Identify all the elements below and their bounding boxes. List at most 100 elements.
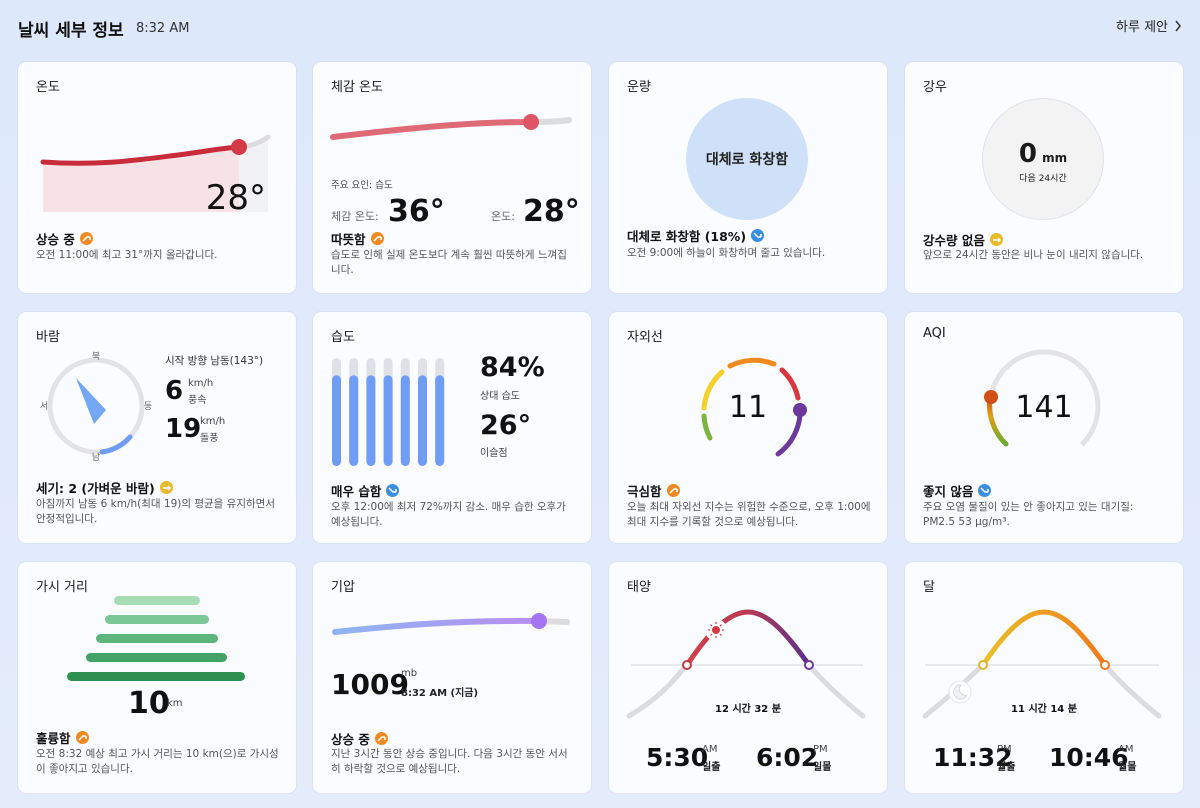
visibility-unit: km <box>167 698 183 709</box>
trend-steady-icon <box>989 233 1003 246</box>
sun-duration: 12 시간 32 분 <box>715 702 781 715</box>
humidity-bar <box>332 375 341 466</box>
status-text: 훌륭함 <box>36 731 71 746</box>
feels-like-card[interactable]: 체감 온도 주요 요인: 습도 체감 온도: 36° 온도: 28° 따뜻함 습… <box>313 62 591 293</box>
wind-card[interactable]: 바람 북 남 서 동 시작 방향 남동(143°) 6 km/h 풍속 19 k… <box>18 312 296 543</box>
uv-card[interactable]: 자외선 11 극심함 오늘 최대 자외선 지수는 위험한 수준으로, 오후 1:… <box>609 312 887 543</box>
visibility-value: 10 <box>128 686 170 721</box>
pressure-value: 1009 <box>331 668 409 701</box>
sunset-label: 일몰 <box>813 762 832 773</box>
trend-up-icon <box>79 232 93 245</box>
precipitation-sub: 다음 24시간 <box>1019 174 1067 184</box>
pressure-unit: mb <box>401 668 418 679</box>
feels-label: 체감 온도: <box>331 210 379 223</box>
moonrise-ampm: PM <box>997 744 1012 755</box>
moonset-ampm: AM <box>1118 744 1134 755</box>
temp-label: 온도: <box>491 210 515 223</box>
card-title: 운량 <box>627 80 651 95</box>
description: 앞으로 24시간 동안은 비나 눈이 내리지 않습니다. <box>923 249 1144 261</box>
compass-west: 서 <box>40 401 48 412</box>
precipitation-unit: mm <box>1042 151 1068 165</box>
trend-down-icon <box>751 229 765 242</box>
aqi-value: 141 <box>1015 390 1073 425</box>
description: 오늘 최대 자외선 지수는 위험한 수준으로, 오후 1:00에 최대 지수를 … <box>627 501 871 528</box>
compass-south: 남 <box>92 452 100 463</box>
pressure-slider <box>332 613 570 635</box>
chevron-right-icon <box>1175 20 1181 31</box>
card-title: 강우 <box>923 80 947 95</box>
humidity-bar <box>383 375 393 466</box>
precipitation-value: 0 <box>1018 139 1037 169</box>
pressure-card[interactable]: 기압 1009 mb 8:32 AM (지금) 상승 중 지난 3시간 동안 상… <box>313 562 591 793</box>
card-title: 자외선 <box>627 330 663 345</box>
humidity-card[interactable]: 습도 84% 상대 습도 26° 이슬점 매우 습함 오후 12:00에 최저 … <box>313 312 591 543</box>
status-text: 강수량 없음 <box>923 233 985 248</box>
humidity-bar <box>366 375 376 466</box>
moonrise-label: 월출 <box>997 762 1016 773</box>
status-label: 상승 중 <box>36 229 93 248</box>
sunset-time: 6:02 <box>756 743 819 772</box>
card-title: 온도 <box>36 80 60 95</box>
status-label: 강수량 없음 <box>923 230 1003 249</box>
wind-speed-value: 6 <box>165 376 184 406</box>
card-title: 가시 거리 <box>36 580 88 595</box>
feels-value: 36° <box>388 194 445 229</box>
day-suggestion-link[interactable]: 하루 제안 <box>1116 16 1182 35</box>
wind-compass: 북 남 서 동 <box>40 351 152 463</box>
trend-up-icon <box>374 732 388 745</box>
trend-up-icon <box>370 232 384 245</box>
trend-down-icon <box>386 484 400 497</box>
page-title: 날씨 세부 정보 <box>18 21 124 41</box>
status-text: 매우 습함 <box>331 484 382 499</box>
trend-up-icon <box>75 731 89 744</box>
moon-card[interactable]: 달 11 시간 14 분 11:32 PM 월출 10:46 AM 월몰 <box>905 562 1183 793</box>
uv-value: 11 <box>728 390 768 425</box>
compass-north: 북 <box>92 351 100 362</box>
aqi-card[interactable]: AQI 141 좋지 않음 주요 오염 물질이 있는 안 좋아지고 있는 대기질… <box>905 312 1183 543</box>
moon-arc: 11 시간 14 분 <box>922 609 1162 719</box>
temperature-card[interactable]: 온도 28° 상승 중 오전 11:00에 최고 31°까지 올라갑니다. <box>18 62 296 293</box>
humidity-bars <box>332 358 445 466</box>
description: 주요 오염 물질이 있는 안 좋아지고 있는 대기질: PM2.5 53 μg/… <box>923 501 1134 528</box>
precipitation-circle: 0 mm 다음 24시간 <box>982 98 1104 220</box>
day-suggestion-label: 하루 제안 <box>1116 20 1168 35</box>
description: 오전 8:32 예상 최고 가시 거리는 10 km(으)로 가시성이 좋아지고… <box>36 748 279 775</box>
cloud-circle-text: 대체로 화창함 <box>705 152 789 168</box>
status-label: 좋지 않음 <box>923 481 992 500</box>
wind-speed-unit: km/h <box>188 378 214 389</box>
description: 오전 9:00에 하늘이 화창하며 줄고 있습니다. <box>627 247 826 259</box>
sunrise-label: 일출 <box>702 762 721 773</box>
temperature-value: 28° <box>205 178 266 218</box>
page-header: 날씨 세부 정보 8:32 AM 하루 제안 <box>18 14 1182 42</box>
description: 지난 3시간 동안 상승 중입니다. 다음 3시간 동안 서서히 하락할 것으로… <box>331 748 568 775</box>
aqi-gauge <box>984 349 1101 463</box>
status-label: 세기: 2 (가벼운 바람) <box>36 478 173 497</box>
temp-value: 28° <box>523 194 580 229</box>
wind-direction: 시작 방향 남동(143°) <box>165 355 264 367</box>
description: 습도로 인해 실제 온도보다 계속 훨씬 따뜻하게 느껴집니다. <box>331 249 567 276</box>
card-title: 기압 <box>331 580 355 595</box>
moonset-time: 10:46 <box>1049 743 1129 772</box>
status-text: 따뜻함 <box>331 232 366 247</box>
moonrise-time: 11:32 <box>933 743 1013 772</box>
dew-point-label: 이슬점 <box>480 448 508 459</box>
sun-card[interactable]: 태양 12 시간 32 분 5:30 AM 일출 6:02 PM 일몰 <box>609 562 887 793</box>
card-title: 체감 온도 <box>331 80 383 95</box>
precipitation-card[interactable]: 강우 0 mm 다음 24시간 강수량 없음 앞으로 24시간 동안은 비나 눈… <box>905 62 1183 293</box>
status-label: 따뜻함 <box>331 229 384 248</box>
card-title: 태양 <box>627 580 651 595</box>
status-label: 상승 중 <box>331 729 388 748</box>
visibility-card[interactable]: 가시 거리 10 km 훌륭함 오전 8:32 예상 최고 가시 거리는 10 … <box>18 562 296 793</box>
compass-east: 동 <box>144 401 152 412</box>
sunset-ampm: PM <box>813 744 828 755</box>
humidity-bar <box>349 375 359 466</box>
pressure-time: 8:32 AM (지금) <box>401 688 479 699</box>
temperature-graph <box>40 134 271 212</box>
humidity-bar <box>435 375 445 466</box>
cloud-cover-card[interactable]: 운량 대체로 화창함 대체로 화창함 (18%) 오전 9:00에 하늘이 화창… <box>609 62 887 293</box>
wind-gust-unit: km/h <box>200 416 226 427</box>
status-label: 훌륭함 <box>36 728 89 747</box>
trend-up-icon <box>666 484 680 497</box>
status-label: 매우 습함 <box>331 481 400 500</box>
humidity-label: 상대 습도 <box>480 391 520 402</box>
